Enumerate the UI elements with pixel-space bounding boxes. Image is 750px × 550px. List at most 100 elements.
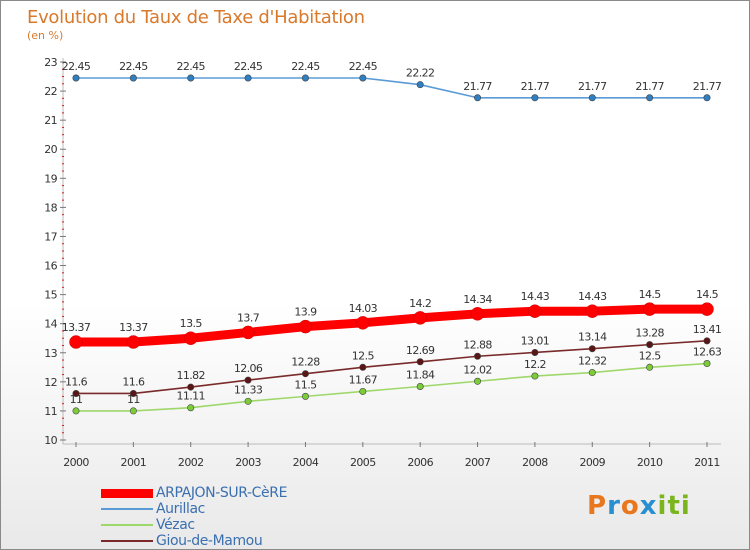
data-label: 14.03	[349, 302, 378, 315]
data-label: 12.88	[463, 338, 492, 351]
data-label: 11.33	[234, 383, 263, 396]
data-point	[72, 407, 80, 415]
data-point	[413, 311, 427, 325]
data-point	[359, 363, 367, 371]
data-label: 22.45	[291, 60, 320, 73]
y-tick-label: 18	[44, 201, 57, 214]
data-label: 14.43	[578, 290, 607, 303]
data-label: 11	[70, 393, 83, 406]
y-tick-label: 11	[44, 405, 57, 418]
legend-swatch-arpajon	[101, 489, 153, 498]
data-label: 22.45	[176, 60, 205, 73]
data-label: 14.43	[521, 290, 550, 303]
data-label: 22.45	[349, 60, 378, 73]
data-point	[301, 74, 309, 82]
data-point	[646, 341, 654, 349]
data-point	[244, 74, 252, 82]
x-tick-label: 2000	[63, 456, 89, 469]
logo-letter: P	[587, 491, 608, 521]
proxiti-logo: Proxiti	[587, 491, 691, 521]
data-label: 11.6	[65, 375, 88, 388]
data-point	[69, 335, 83, 349]
data-label: 22.22	[406, 67, 435, 80]
data-label: 12.69	[406, 344, 435, 357]
data-point	[244, 376, 252, 384]
data-label: 22.45	[119, 60, 148, 73]
chart-subtitle: (en %)	[27, 29, 64, 42]
data-point	[585, 304, 600, 318]
data-label: 13.7	[237, 311, 260, 324]
data-point	[72, 389, 80, 397]
data-label: 21.77	[693, 80, 722, 93]
legend-swatch-aurillac	[101, 508, 153, 510]
y-tick-label: 16	[44, 260, 57, 273]
data-point	[244, 397, 252, 405]
x-tick-label: 2003	[235, 456, 261, 469]
data-label: 12.63	[693, 346, 722, 359]
data-point	[528, 304, 542, 318]
data-label: 22.45	[234, 60, 263, 73]
data-label: 13.41	[693, 323, 722, 336]
data-point	[126, 335, 141, 349]
data-label: 14.5	[639, 288, 662, 301]
y-tick-label: 14	[44, 318, 57, 331]
data-point	[531, 94, 539, 102]
data-label: 13.01	[521, 334, 550, 347]
data-point	[416, 358, 424, 366]
y-tick-label: 13	[44, 347, 57, 360]
series-line	[71, 304, 712, 347]
data-point	[642, 302, 657, 316]
data-label: 13.37	[62, 321, 91, 334]
data-point	[646, 94, 654, 102]
data-point	[187, 383, 195, 391]
data-point	[301, 392, 309, 400]
data-label: 11.11	[176, 390, 205, 403]
logo-letter: o	[620, 491, 640, 521]
chart-title: Evolution du Taux de Taxe d'Habitation	[27, 7, 365, 28]
series-line	[75, 77, 708, 99]
data-point	[703, 360, 711, 368]
data-label: 11	[127, 393, 140, 406]
series-line	[75, 340, 708, 395]
data-point	[588, 369, 596, 377]
y-tick-label: 21	[44, 114, 57, 127]
y-tick-label: 20	[44, 143, 57, 156]
data-label: 13.9	[294, 306, 317, 319]
y-tick-label: 12	[44, 376, 57, 389]
data-point	[470, 307, 485, 321]
data-point	[416, 382, 424, 390]
data-point	[703, 337, 711, 345]
data-point	[129, 407, 137, 415]
data-point	[359, 74, 367, 82]
data-point	[187, 74, 195, 82]
legend-swatch-vezac	[101, 524, 153, 526]
y-tick-label: 10	[44, 434, 57, 447]
data-label: 21.77	[521, 80, 550, 93]
data-label: 12.5	[352, 349, 375, 362]
data-label: 12.32	[578, 355, 607, 368]
data-point	[474, 352, 482, 360]
data-label: 11.67	[349, 373, 378, 386]
data-label: 14.5	[696, 288, 719, 301]
data-point	[416, 81, 424, 89]
legend-swatch-giou	[101, 540, 153, 542]
data-point	[129, 389, 137, 397]
data-point	[700, 302, 714, 316]
data-point	[531, 372, 539, 380]
x-tick-label: 2002	[178, 456, 204, 469]
data-label: 13.28	[635, 327, 664, 340]
x-tick-label: 2006	[407, 456, 433, 469]
y-tick-label: 22	[44, 85, 57, 98]
data-label: 12.5	[639, 349, 662, 362]
data-label: 13.14	[578, 331, 607, 344]
x-tick-label: 2007	[465, 456, 491, 469]
data-label: 13.37	[119, 321, 148, 334]
x-tick-label: 2011	[694, 456, 720, 469]
data-point	[474, 94, 482, 102]
data-label: 21.77	[578, 80, 607, 93]
data-label: 12.06	[234, 362, 263, 375]
x-tick-label: 2009	[579, 456, 605, 469]
legend-label-giou: Giou-de-Mamou	[156, 533, 263, 549]
